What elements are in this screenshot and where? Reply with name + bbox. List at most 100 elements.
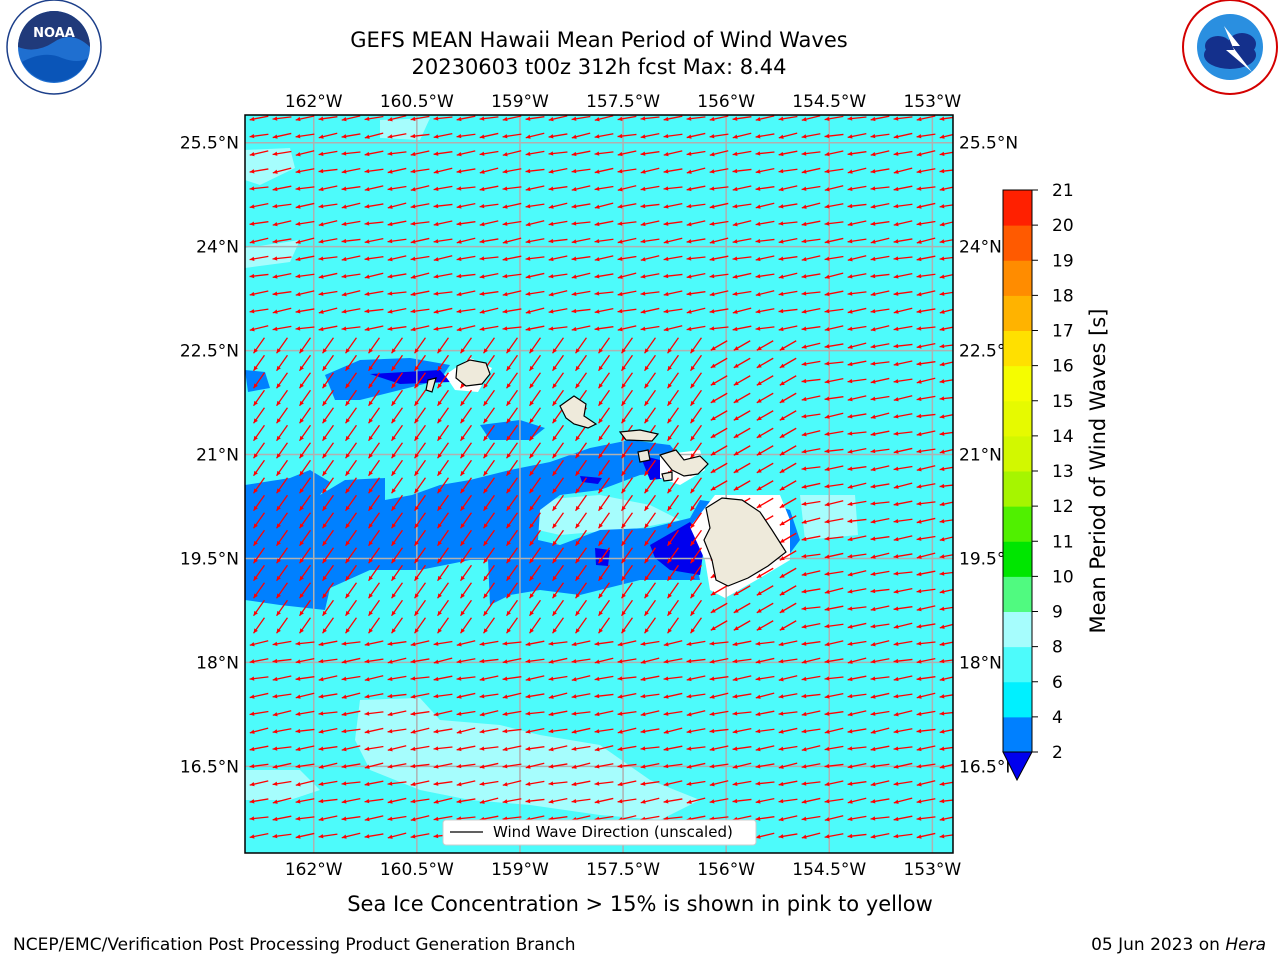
- wind-wave-arrow: [644, 459, 656, 477]
- wind-wave-arrow: [824, 815, 844, 822]
- wind-wave-arrow: [779, 532, 797, 544]
- lat-tick-right: 25.5°N: [959, 134, 1018, 154]
- wind-wave-arrow: [710, 340, 728, 351]
- wind-wave-arrow: [801, 588, 821, 594]
- wind-wave-arrow: [322, 529, 334, 547]
- wind-wave-arrow: [939, 116, 953, 121]
- wind-wave-arrow: [594, 693, 614, 699]
- wind-wave-arrow: [276, 372, 288, 389]
- wind-wave-arrow: [391, 494, 403, 512]
- wind-wave-arrow: [483, 389, 495, 407]
- wind-wave-arrow: [322, 512, 334, 529]
- wind-wave-arrow: [322, 582, 334, 599]
- wind-wave-arrow: [939, 361, 953, 367]
- wind-wave-arrow: [272, 132, 292, 139]
- wind-wave-arrow: [318, 675, 338, 682]
- wind-wave-arrow: [617, 780, 637, 787]
- wind-wave-arrow: [341, 710, 361, 717]
- wind-wave-arrow: [272, 325, 292, 332]
- wind-wave-arrow: [410, 237, 430, 244]
- wind-wave-arrow: [391, 599, 403, 617]
- wind-wave-arrow: [460, 547, 472, 564]
- wind-wave-arrow: [686, 728, 706, 734]
- islands: [425, 359, 787, 587]
- wind-wave-arrow: [870, 832, 890, 839]
- wind-wave-arrow: [502, 186, 522, 191]
- wind-wave-arrow: [870, 552, 890, 559]
- wind-wave-arrow: [433, 797, 453, 804]
- lon-tick-top: 160.5°W: [380, 92, 454, 112]
- wind-wave-arrow: [391, 477, 403, 494]
- wind-wave-arrow: [529, 354, 541, 372]
- wind-wave-arrow: [529, 477, 541, 494]
- wind-wave-arrow: [847, 797, 867, 804]
- wind-wave-arrow: [916, 237, 936, 244]
- wind-wave-arrow: [893, 413, 913, 419]
- wind-wave-arrow: [732, 150, 752, 157]
- footer-machine: Hera: [1225, 935, 1266, 955]
- wind-wave-arrow: [364, 780, 384, 787]
- wind-wave-arrow: [249, 150, 269, 157]
- wind-wave-arrow: [916, 483, 936, 489]
- wind-wave-arrow: [456, 115, 476, 122]
- wind-wave-arrow: [249, 640, 269, 647]
- wind-wave-arrow: [410, 290, 430, 297]
- wind-wave-arrow: [893, 116, 913, 121]
- wind-wave-arrow: [410, 815, 430, 822]
- lon-tick-bottom: 156°W: [697, 860, 755, 880]
- wind-wave-arrow: [345, 389, 357, 407]
- wind-wave-arrow: [322, 547, 334, 564]
- wind-wave-arrow: [276, 494, 288, 512]
- wind-wave-arrow: [710, 620, 728, 631]
- wind-wave-arrow: [847, 447, 867, 454]
- wind-wave-arrow: [433, 151, 453, 156]
- wind-wave-arrow: [575, 599, 587, 617]
- wind-wave-arrow: [870, 255, 890, 262]
- wind-wave-arrow: [456, 727, 476, 734]
- wind-wave-arrow: [299, 477, 311, 494]
- wind-wave-arrow: [295, 641, 315, 646]
- wind-wave-arrow: [502, 692, 522, 699]
- wind-wave-arrow: [437, 512, 449, 529]
- lon-tick-bottom: 160.5°W: [380, 860, 454, 880]
- wind-wave-arrow: [272, 203, 292, 209]
- wind-wave-arrow: [364, 815, 384, 822]
- wind-wave-arrow: [272, 220, 292, 227]
- wind-wave-arrow: [617, 692, 637, 699]
- wind-wave-arrow: [824, 448, 844, 454]
- wind-wave-arrow: [433, 132, 453, 139]
- wind-wave-arrow: [870, 658, 890, 664]
- wind-wave-arrow: [529, 512, 541, 529]
- wind-wave-arrow: [893, 833, 913, 839]
- wind-wave-arrow: [779, 480, 797, 491]
- wind-wave-arrow: [617, 676, 637, 681]
- wind-wave-arrow: [322, 354, 334, 372]
- wind-wave-arrow: [479, 167, 499, 174]
- wind-wave-arrow: [506, 407, 518, 424]
- wind-wave-arrow: [640, 307, 660, 314]
- wind-wave-arrow: [893, 307, 913, 314]
- wind-wave-arrow: [778, 815, 798, 822]
- wind-wave-arrow: [460, 442, 472, 459]
- wind-wave-arrow: [778, 115, 798, 121]
- wind-wave-arrow: [755, 832, 775, 839]
- wind-wave-arrow: [506, 494, 518, 512]
- wind-wave-arrow: [272, 797, 292, 804]
- wind-wave-arrow: [483, 494, 495, 512]
- wind-wave-arrow: [939, 501, 953, 507]
- wind-wave-arrow: [272, 658, 292, 664]
- wind-wave-arrow: [870, 570, 890, 577]
- wind-wave-arrow: [801, 413, 821, 419]
- wind-wave-arrow: [640, 185, 660, 192]
- wind-wave-arrow: [525, 762, 545, 769]
- wind-wave-arrow: [733, 410, 751, 421]
- wind-wave-arrow: [483, 477, 495, 494]
- colorbar-block: [1003, 576, 1032, 612]
- wind-wave-arrow: [594, 641, 614, 646]
- wind-wave-arrow: [364, 185, 384, 192]
- wind-wave-arrow: [548, 115, 568, 122]
- wind-wave-arrow: [709, 676, 729, 681]
- wind-wave-arrow: [506, 512, 518, 529]
- wind-wave-arrow: [506, 354, 518, 372]
- wind-wave-arrow: [502, 133, 522, 139]
